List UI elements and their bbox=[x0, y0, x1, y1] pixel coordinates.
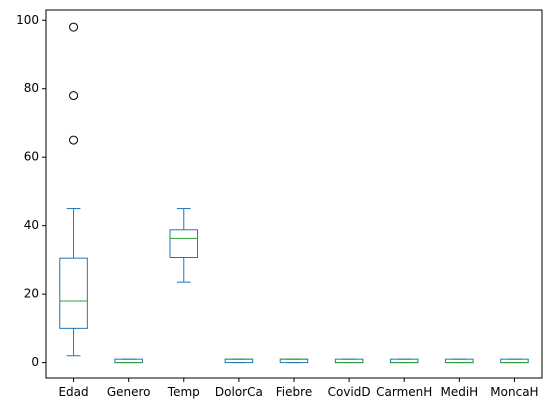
x-tick-label: CovidD bbox=[328, 385, 371, 399]
y-tick-label: 80 bbox=[24, 81, 39, 95]
outlier-point bbox=[69, 91, 79, 101]
plot-frame bbox=[45, 9, 543, 379]
box-dolorca bbox=[224, 358, 254, 364]
iqr-box bbox=[59, 257, 88, 329]
y-tick-label: 0 bbox=[31, 355, 39, 369]
x-tick-label: Edad bbox=[58, 385, 88, 399]
x-axis: Edad Genero Temp DolorCa Fiebre CovidD CarmenH… bbox=[58, 378, 539, 399]
x-tick-label: Fiebre bbox=[276, 385, 312, 399]
boxes-layer bbox=[59, 22, 529, 364]
box-fiebre bbox=[279, 358, 309, 364]
x-tick-label: MoncaH bbox=[490, 385, 538, 399]
box-medih bbox=[445, 358, 474, 364]
box-edad bbox=[59, 22, 88, 357]
box-moncah bbox=[500, 358, 529, 364]
y-tick-label: 40 bbox=[24, 218, 39, 232]
iqr-box bbox=[169, 229, 199, 259]
x-tick-label: Genero bbox=[107, 385, 151, 399]
box-temp bbox=[169, 208, 199, 283]
box-covidd bbox=[334, 358, 364, 364]
box-carmenh bbox=[389, 358, 419, 364]
x-tick-label: MediH bbox=[440, 385, 478, 399]
outlier-point bbox=[69, 135, 79, 145]
y-tick-label: 100 bbox=[16, 13, 39, 27]
x-tick-label: CarmenH bbox=[376, 385, 432, 399]
x-tick-label: Temp bbox=[167, 385, 200, 399]
x-tick-label: DolorCa bbox=[215, 385, 263, 399]
y-tick-label: 60 bbox=[24, 150, 39, 164]
outlier-point bbox=[69, 22, 79, 32]
y-axis: 0 20 40 60 80 100 bbox=[16, 13, 46, 369]
box-genero bbox=[114, 358, 143, 364]
y-tick-label: 20 bbox=[24, 287, 39, 301]
